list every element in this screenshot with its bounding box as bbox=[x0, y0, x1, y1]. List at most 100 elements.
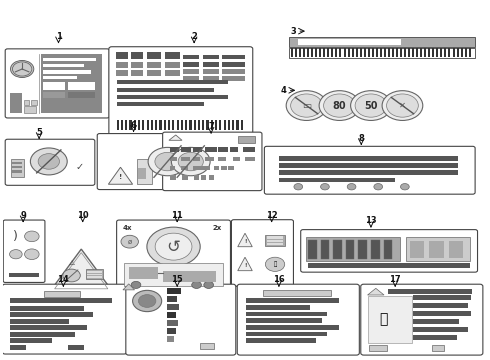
Text: 8: 8 bbox=[358, 134, 364, 143]
Bar bbox=[308, 240, 317, 259]
Bar bbox=[452, 48, 455, 57]
Bar bbox=[12, 162, 22, 164]
FancyBboxPatch shape bbox=[265, 146, 475, 194]
Bar bbox=[194, 175, 199, 180]
Bar bbox=[117, 88, 214, 92]
Circle shape bbox=[24, 249, 39, 260]
Bar bbox=[246, 312, 327, 316]
Bar bbox=[432, 345, 443, 351]
Bar bbox=[404, 48, 406, 57]
Bar bbox=[384, 240, 392, 259]
Circle shape bbox=[387, 94, 418, 117]
Text: 50: 50 bbox=[364, 100, 378, 111]
Text: ): ) bbox=[13, 230, 18, 243]
Bar bbox=[209, 175, 215, 180]
Circle shape bbox=[351, 91, 392, 121]
Bar bbox=[117, 102, 204, 106]
Bar bbox=[183, 76, 199, 81]
Bar bbox=[129, 267, 158, 279]
Bar bbox=[129, 120, 132, 130]
Bar bbox=[237, 120, 239, 130]
FancyBboxPatch shape bbox=[117, 220, 230, 294]
Bar bbox=[222, 62, 245, 67]
Bar bbox=[163, 271, 216, 282]
Bar bbox=[147, 62, 161, 68]
Bar bbox=[356, 48, 358, 57]
Bar bbox=[368, 296, 412, 343]
Bar bbox=[372, 48, 374, 57]
Circle shape bbox=[323, 94, 355, 117]
Bar bbox=[165, 70, 180, 76]
Circle shape bbox=[347, 184, 356, 190]
Bar bbox=[138, 120, 140, 130]
Text: 3: 3 bbox=[291, 27, 296, 36]
Bar bbox=[228, 120, 230, 130]
Bar bbox=[164, 120, 166, 130]
Bar bbox=[221, 166, 226, 170]
Bar bbox=[413, 311, 471, 316]
Bar bbox=[243, 147, 255, 152]
Text: 🪑: 🪑 bbox=[379, 312, 387, 327]
Bar bbox=[306, 237, 400, 261]
Bar bbox=[311, 48, 313, 57]
Bar bbox=[424, 48, 426, 57]
Bar bbox=[327, 48, 329, 57]
Circle shape bbox=[374, 184, 383, 190]
Bar bbox=[201, 175, 206, 180]
Bar bbox=[432, 48, 434, 57]
Bar bbox=[10, 319, 70, 324]
Bar bbox=[437, 48, 439, 57]
Bar bbox=[457, 48, 459, 57]
Text: 11: 11 bbox=[172, 211, 183, 220]
Circle shape bbox=[38, 154, 59, 169]
Bar bbox=[279, 156, 458, 161]
Text: 6: 6 bbox=[131, 121, 137, 130]
Bar bbox=[289, 37, 475, 47]
Text: 2: 2 bbox=[191, 32, 197, 41]
Bar bbox=[10, 325, 87, 330]
Bar bbox=[232, 120, 234, 130]
Bar bbox=[43, 70, 92, 74]
Text: ✓: ✓ bbox=[75, 162, 83, 172]
Text: 1: 1 bbox=[55, 32, 61, 41]
FancyBboxPatch shape bbox=[2, 284, 127, 354]
Bar bbox=[307, 48, 309, 57]
Bar bbox=[137, 159, 152, 184]
Bar bbox=[413, 327, 468, 332]
Bar bbox=[165, 62, 180, 68]
Bar bbox=[176, 120, 179, 130]
Bar bbox=[295, 48, 297, 57]
Bar bbox=[151, 120, 153, 130]
Bar bbox=[168, 336, 174, 342]
Bar bbox=[371, 240, 380, 259]
Bar bbox=[181, 147, 191, 152]
Bar bbox=[205, 157, 215, 161]
Bar bbox=[428, 48, 430, 57]
Text: 16: 16 bbox=[273, 275, 285, 284]
Bar bbox=[68, 82, 95, 90]
Bar bbox=[246, 305, 310, 310]
Circle shape bbox=[155, 233, 192, 260]
Text: 7: 7 bbox=[208, 122, 214, 131]
Circle shape bbox=[266, 257, 285, 271]
Bar bbox=[193, 166, 210, 170]
Bar bbox=[203, 69, 219, 74]
Bar bbox=[43, 76, 77, 79]
Bar bbox=[228, 166, 234, 170]
Bar bbox=[347, 48, 349, 57]
Bar bbox=[165, 53, 180, 59]
Bar bbox=[181, 157, 190, 161]
Text: !: ! bbox=[244, 263, 246, 268]
Bar bbox=[448, 48, 450, 57]
Bar bbox=[267, 240, 283, 242]
Bar bbox=[420, 48, 422, 57]
Circle shape bbox=[24, 231, 39, 242]
Bar bbox=[121, 120, 123, 130]
Text: ✕: ✕ bbox=[399, 101, 406, 110]
Bar bbox=[267, 237, 283, 239]
Bar bbox=[315, 48, 317, 57]
Bar bbox=[412, 48, 414, 57]
Bar bbox=[9, 273, 39, 278]
Bar bbox=[408, 48, 410, 57]
Polygon shape bbox=[123, 284, 135, 290]
